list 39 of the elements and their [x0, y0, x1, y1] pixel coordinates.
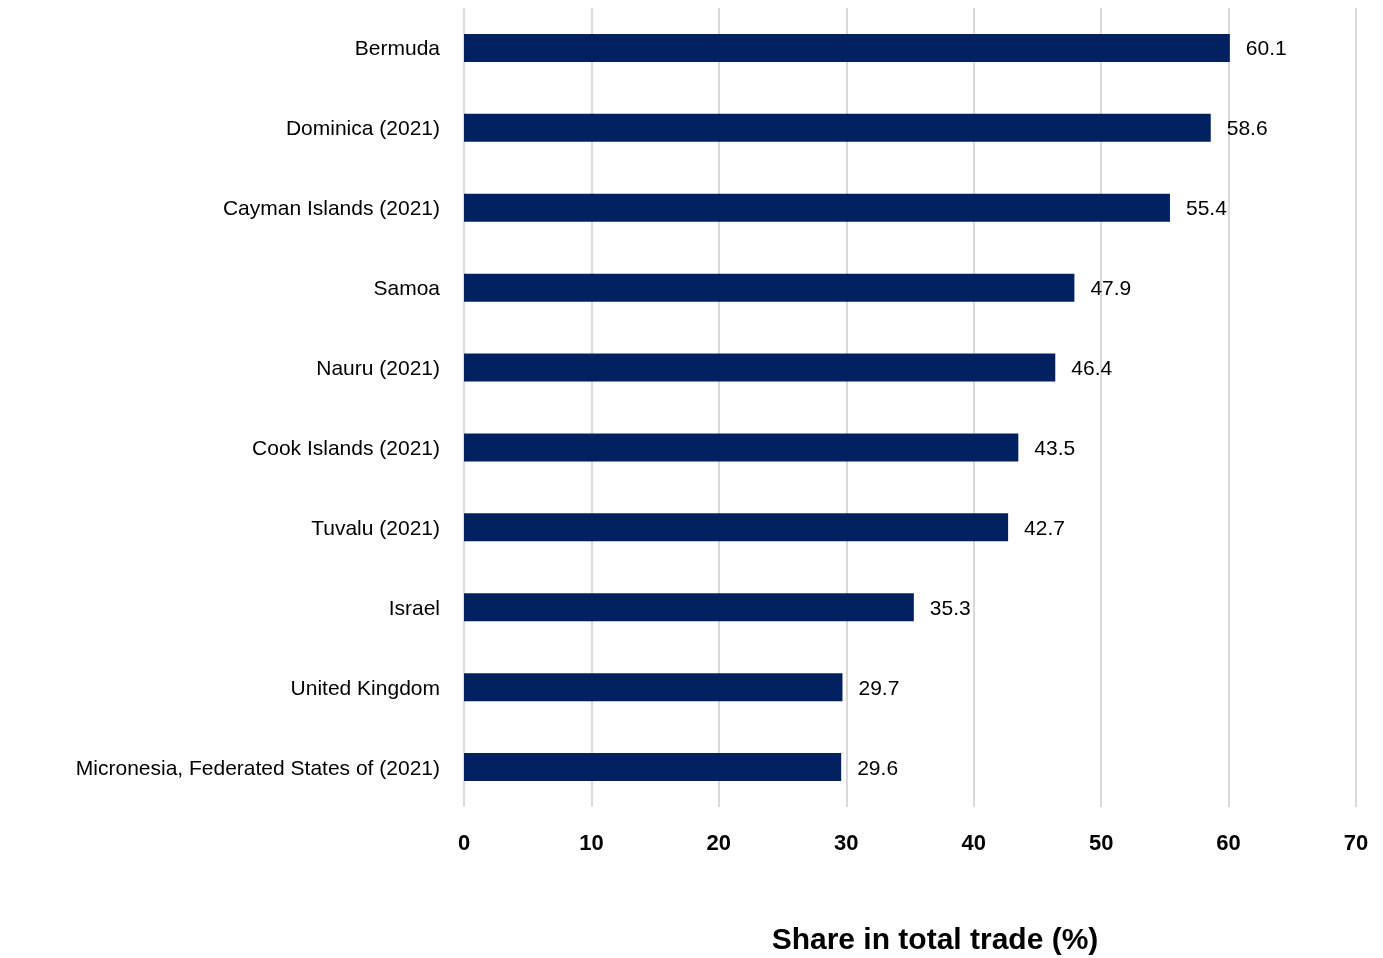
bar	[464, 753, 842, 782]
y-tick-label: Bermuda	[354, 36, 441, 60]
x-tick-label: 20	[706, 829, 732, 855]
y-tick-label: Samoa	[373, 276, 441, 300]
data-label: 47.9	[1090, 276, 1132, 300]
x-tick-label: 30	[834, 829, 859, 855]
y-tick-label: Nauru (2021)	[316, 356, 440, 380]
data-label: 60.1	[1245, 36, 1287, 60]
y-tick-label: United Kingdom	[290, 675, 440, 699]
y-tick-label: Cook Islands (2021)	[252, 435, 440, 459]
data-label: 58.6	[1226, 116, 1268, 140]
y-tick-label: Micronesia, Federated States of (2021)	[75, 755, 440, 779]
y-tick-label: Israel	[388, 595, 440, 619]
bar	[464, 673, 843, 702]
bar	[464, 593, 914, 622]
x-tick-label: 40	[961, 829, 986, 855]
bar	[464, 193, 1170, 222]
y-tick-label: Tuvalu (2021)	[311, 515, 440, 539]
x-axis-title: Share in total trade (%)	[771, 921, 1099, 955]
bar	[464, 273, 1075, 302]
data-label: 43.5	[1034, 435, 1076, 459]
bar	[464, 33, 1230, 62]
data-label: 35.3	[929, 595, 971, 619]
y-tick-label: Dominica (2021)	[285, 116, 440, 140]
x-tick-label: 50	[1088, 829, 1114, 855]
bar	[464, 433, 1019, 462]
x-tick-label: 60	[1216, 829, 1241, 855]
y-tick-label: Cayman Islands (2021)	[222, 196, 440, 220]
data-label: 29.6	[857, 755, 899, 779]
x-tick-label: 70	[1343, 829, 1369, 855]
data-label: 42.7	[1024, 515, 1065, 539]
bar	[464, 113, 1211, 142]
data-label: 46.4	[1071, 356, 1113, 380]
bar	[464, 513, 1009, 542]
bar	[464, 353, 1056, 382]
x-tick-label: 10	[579, 829, 604, 855]
data-label: 55.4	[1185, 196, 1228, 220]
x-tick-label: 0	[457, 829, 471, 855]
data-label: 29.7	[858, 675, 900, 699]
